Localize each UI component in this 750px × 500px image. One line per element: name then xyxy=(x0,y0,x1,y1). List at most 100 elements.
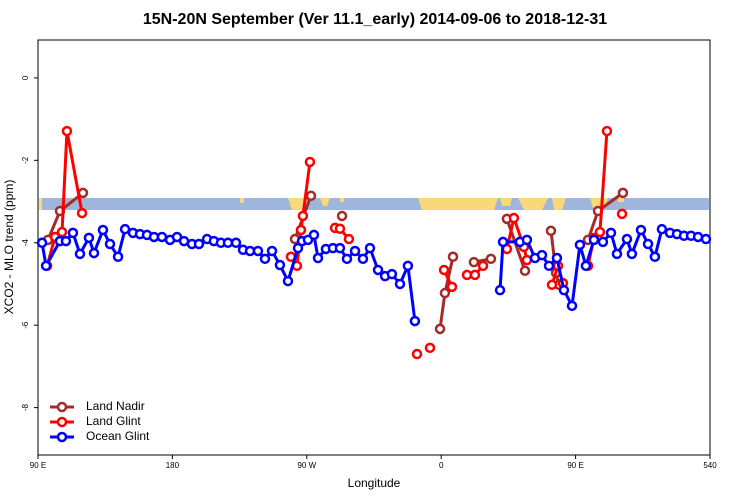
point xyxy=(605,227,617,239)
point xyxy=(580,260,592,272)
point xyxy=(409,315,421,327)
legend-label: Land Nadir xyxy=(86,399,145,413)
point xyxy=(424,342,436,354)
y-axis-label: XCO2 - MLO trend (ppm) xyxy=(2,180,16,315)
point xyxy=(434,323,446,335)
point xyxy=(649,251,661,263)
plot-frame xyxy=(37,39,711,456)
x-tick-label: 90 E xyxy=(30,461,46,470)
point xyxy=(566,300,578,312)
point xyxy=(700,233,712,245)
point xyxy=(282,275,294,287)
point xyxy=(295,224,307,236)
x-tick-label: 180 xyxy=(166,461,180,470)
x-tick-label: 90 E xyxy=(567,461,583,470)
point xyxy=(642,238,654,250)
point xyxy=(230,237,242,249)
point xyxy=(656,223,668,235)
point xyxy=(574,239,586,251)
point xyxy=(83,232,95,244)
y-tick-label: -8 xyxy=(21,404,30,412)
point xyxy=(372,264,384,276)
point xyxy=(519,265,531,277)
point xyxy=(77,187,89,199)
point xyxy=(597,236,609,248)
legend-label: Ocean Glint xyxy=(86,429,150,443)
point xyxy=(104,238,116,250)
point xyxy=(304,156,316,168)
point xyxy=(334,223,346,234)
y-tick-label: -6 xyxy=(21,321,30,329)
point xyxy=(36,237,48,249)
point xyxy=(617,187,629,199)
point xyxy=(497,236,509,248)
point xyxy=(334,242,346,254)
point xyxy=(357,253,369,265)
point xyxy=(88,247,100,259)
point xyxy=(266,245,278,257)
point xyxy=(635,224,647,236)
x-axis-label: Longitude xyxy=(348,476,401,490)
point xyxy=(611,248,623,260)
chart-title: 15N-20N September (Ver 11.1_early) 2014-… xyxy=(143,11,607,28)
point xyxy=(61,125,73,137)
point xyxy=(97,224,109,236)
point xyxy=(438,264,450,276)
point xyxy=(411,348,423,360)
legend-label: Land Glint xyxy=(86,414,141,428)
point xyxy=(616,208,628,220)
point xyxy=(76,207,88,219)
y-tick-label: -4 xyxy=(21,239,30,247)
point xyxy=(485,253,497,265)
point xyxy=(312,252,324,264)
point xyxy=(259,253,271,265)
point xyxy=(156,231,168,243)
point xyxy=(119,223,131,235)
legend-marker xyxy=(56,431,68,443)
y-tick-label: 0 xyxy=(21,75,30,80)
point xyxy=(74,248,86,260)
point xyxy=(521,234,533,246)
point xyxy=(394,278,406,290)
point xyxy=(447,251,459,263)
point xyxy=(594,226,606,238)
point xyxy=(477,260,489,272)
point xyxy=(112,251,124,263)
point xyxy=(558,284,570,296)
land-strip xyxy=(39,198,624,210)
point xyxy=(60,235,72,247)
x-tick-label: 0 xyxy=(439,461,444,470)
point xyxy=(343,233,355,245)
point xyxy=(439,287,451,299)
point xyxy=(40,260,52,272)
point xyxy=(193,238,205,250)
point xyxy=(626,248,638,260)
point xyxy=(545,225,557,237)
point xyxy=(349,245,361,257)
point xyxy=(551,252,563,264)
point xyxy=(536,249,548,261)
point xyxy=(546,279,558,291)
point xyxy=(402,260,414,272)
point xyxy=(364,242,376,254)
point xyxy=(336,210,348,222)
x-tick-label: 540 xyxy=(703,461,717,470)
y-tick-label: -2 xyxy=(21,156,30,164)
x-tick-label: 90 W xyxy=(297,461,316,470)
map-strip xyxy=(39,198,709,210)
point xyxy=(621,233,633,245)
point xyxy=(588,234,600,246)
legend-marker xyxy=(56,416,68,428)
point xyxy=(468,256,480,268)
point xyxy=(297,210,309,222)
point xyxy=(508,212,520,224)
point xyxy=(543,260,555,272)
point xyxy=(386,268,398,280)
point xyxy=(341,253,353,265)
point xyxy=(521,254,533,266)
point xyxy=(305,190,317,202)
point xyxy=(469,269,481,281)
point xyxy=(446,281,458,293)
point xyxy=(601,125,613,137)
